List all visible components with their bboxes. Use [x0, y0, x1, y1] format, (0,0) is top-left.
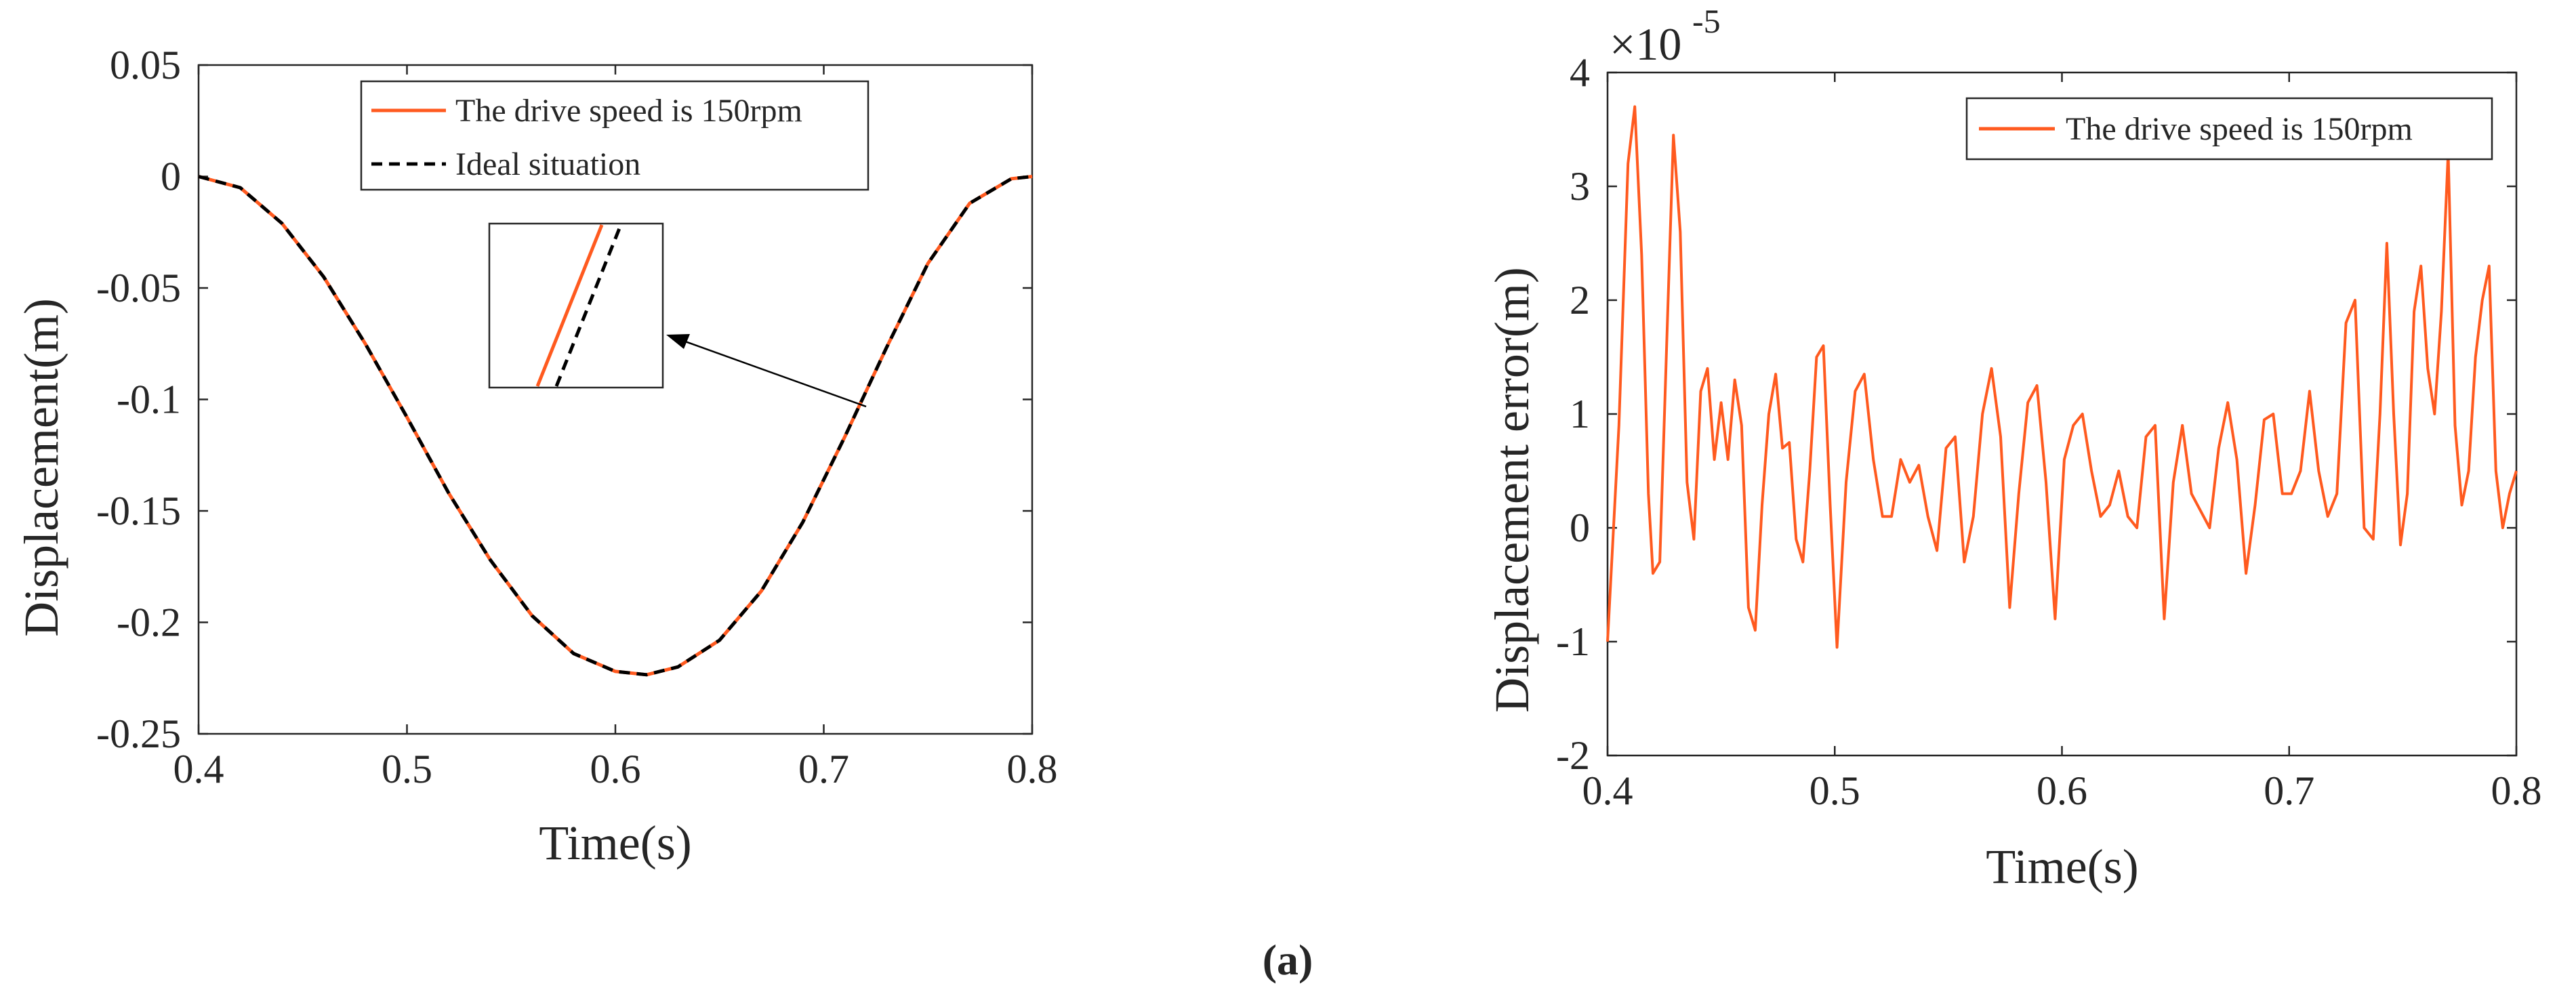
displacement-ytick-label: -0.15	[96, 489, 181, 533]
displacement-series-ideal-line	[198, 175, 1033, 677]
displacement-xtick-label: 0.6	[590, 747, 641, 791]
displacement-xtick-label: 0.5	[382, 747, 432, 791]
displacement-error-chart: 0.4 0.5 0.6 0.7 0.8 4 3 2 1 0 -1 -2 Time(s) Displac…	[1485, 2, 2542, 894]
zoom-arrow-line	[677, 337, 867, 408]
error-axes-box	[1606, 71, 2518, 757]
displacement-legend: The drive speed is 150rpm Ideal situatio…	[360, 80, 870, 191]
error-ytick-label: 2	[1570, 278, 1590, 323]
error-ytick-label: -1	[1556, 619, 1590, 664]
error-scale-exponent: -5	[1692, 2, 1721, 40]
displacement-chart: 0.4 0.5 0.6 0.7 0.8 0.05 0 -0.05 -0.1 -0.15 -0.2 -0…	[14, 43, 1058, 870]
displacement-xtick-label: 0.4	[173, 747, 224, 791]
error-ytick-label: 0	[1570, 505, 1590, 550]
inset-ideal-segment	[554, 224, 623, 387]
zoom-inset	[488, 222, 867, 408]
displacement-ytick-label: -0.25	[96, 711, 181, 756]
displacement-ytick-label: -0.1	[117, 377, 181, 422]
inset-drive-segment	[535, 224, 604, 387]
error-ytick-label: 1	[1570, 392, 1590, 436]
error-xtick-label: 0.4	[1582, 768, 1633, 813]
error-series-drive-line	[1606, 105, 2518, 649]
error-ytick-label: 3	[1570, 164, 1590, 209]
error-xtick-label: 0.6	[2037, 768, 2087, 813]
legend-ideal-label: Ideal situation	[455, 146, 640, 182]
displacement-legend-box	[360, 80, 870, 191]
displacement-ytick-label: 0	[161, 154, 181, 199]
error-ylabel: Displacement error(m)	[1485, 267, 1539, 713]
error-xtick-label: 0.5	[1810, 768, 1860, 813]
zoom-arrow-head	[666, 334, 690, 349]
displacement-error-plot-area: 0.4 0.5 0.6 0.7 0.8 4 3 2 1 0 -1 -2	[1556, 50, 2541, 813]
displacement-xtick-label: 0.7	[798, 747, 849, 791]
displacement-ytick-label: -0.05	[96, 266, 181, 310]
error-ytick-label: 4	[1570, 50, 1590, 95]
error-ytick-label: -2	[1556, 733, 1590, 778]
error-xtick-label: 0.7	[2264, 768, 2314, 813]
error-xlabel: Time(s)	[1986, 840, 2138, 894]
figure-caption: (a)	[1263, 936, 1313, 984]
displacement-ylabel: Displacement(m)	[14, 298, 68, 637]
displacement-xlabel: Time(s)	[539, 816, 691, 870]
displacement-ytick-label: -0.2	[117, 600, 181, 645]
error-legend-label: The drive speed is 150rpm	[2066, 111, 2413, 147]
displacement-xtick-label: 0.8	[1007, 747, 1058, 791]
error-legend: The drive speed is 150rpm	[1965, 97, 2493, 161]
error-scale-multiplier: ×10	[1610, 18, 1681, 70]
error-xtick-label: 0.8	[2491, 768, 2542, 813]
zoom-inset-box	[488, 222, 664, 389]
displacement-ytick-label: 0.05	[110, 43, 181, 87]
legend-drive-label: The drive speed is 150rpm	[455, 93, 802, 129]
